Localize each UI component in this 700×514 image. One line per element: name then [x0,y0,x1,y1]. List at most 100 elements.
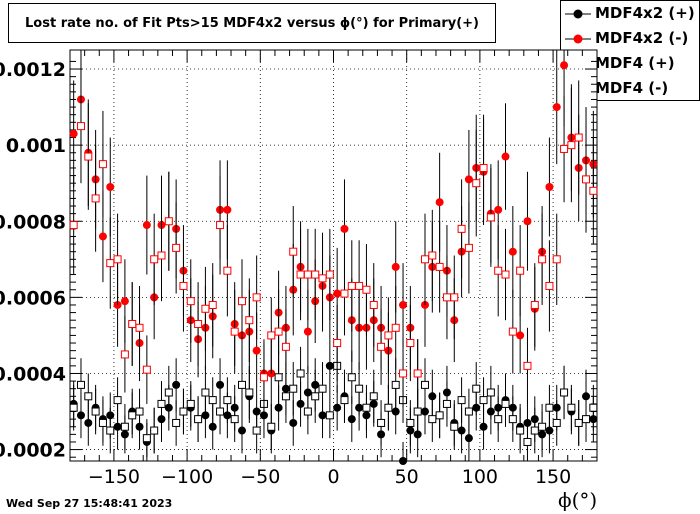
data-point-mdf4x2 [274,403,283,412]
data-point-mdf4 [194,415,203,424]
data-point-mdf4 [464,407,473,416]
data-point-mdf4 [486,388,495,397]
data-point-mdf4 [238,380,247,389]
data-point-mdf4 [479,163,488,172]
data-point-mdf4x2 [464,175,473,184]
data-point-mdf4x2 [120,297,129,306]
data-point-mdf4 [318,274,327,283]
data-point-mdf4x2 [399,300,408,309]
data-point-mdf4 [589,186,598,195]
data-point-mdf4 [369,300,378,309]
plot-frame [69,49,598,462]
data-point-mdf4 [472,384,481,393]
x-tick-label: −50 [240,466,280,488]
data-point-mdf4 [135,407,144,416]
data-point-mdf4 [128,320,137,328]
data-point-mdf4 [538,255,547,264]
timestamp: Wed Sep 27 15:48:41 2023 [6,497,173,510]
legend-marker-black-filled-circle [565,9,591,19]
data-point-mdf4 [442,399,451,408]
y-tick-label: 0.0002 [0,440,66,462]
data-point-mdf4 [186,399,195,408]
data-point-mdf4 [120,422,129,431]
data-point-mdf4 [472,179,481,188]
data-point-mdf4 [530,300,539,309]
data-point-mdf4 [574,418,583,427]
data-point-mdf4 [186,297,195,306]
data-point-mdf4x2 [508,247,517,256]
data-point-mdf4 [508,327,517,336]
data-point-mdf4 [552,255,561,264]
data-point-mdf4 [172,243,181,252]
data-point-mdf4 [245,316,254,325]
data-point-mdf4x2 [106,183,115,191]
data-point-mdf4x2 [238,426,247,435]
data-point-mdf4x2 [172,380,181,389]
legend-label: MDF4x2 (-) [595,29,689,47]
data-point-mdf4 [406,339,415,348]
data-point-mdf4 [303,270,312,279]
data-point-mdf4 [545,403,554,412]
legend-label: MDF4 (-) [595,79,669,97]
data-point-mdf4 [369,392,378,401]
data-point-mdf4 [355,281,364,290]
data-point-mdf4 [76,380,85,389]
data-point-mdf4 [347,373,356,382]
data-point-mdf4 [274,327,283,336]
data-point-mdf4x2 [76,411,85,420]
data-point-mdf4 [560,144,569,153]
data-point-mdf4 [479,396,488,405]
data-point-mdf4 [179,281,188,290]
x-tick-label: −100 [161,466,213,488]
data-point-mdf4 [84,152,93,161]
data-point-mdf4x2 [113,422,122,431]
legend: MDF4x2 (+) MDF4x2 (-) MDF4 (+) MDF4 (-) [560,0,700,101]
data-point-mdf4 [494,415,503,424]
data-point-mdf4 [296,270,305,279]
data-point-mdf4x2 [494,205,503,214]
data-point-mdf4 [355,384,364,393]
data-point-mdf4 [362,403,371,412]
data-point-mdf4x2 [560,61,569,70]
data-point-mdf4 [164,217,173,226]
data-point-mdf4 [413,369,422,378]
x-tick-label: −150 [88,466,140,488]
data-point-mdf4 [216,407,225,416]
y-tick-label: 0.0008 [0,211,66,233]
data-point-mdf4 [216,221,225,230]
data-point-mdf4 [303,407,312,416]
data-point-mdf4 [391,323,400,332]
data-point-mdf4 [574,133,583,142]
data-point-mdf4x2 [303,327,312,336]
data-point-mdf4 [223,266,232,275]
data-point-mdf4 [428,415,437,424]
data-point-mdf4 [69,221,78,230]
data-point-mdf4x2 [142,221,151,230]
data-point-mdf4 [501,270,510,279]
data-point-mdf4 [311,270,320,279]
data-point-mdf4 [464,243,473,252]
data-point-mdf4 [508,415,517,424]
data-point-mdf4 [494,266,503,275]
y-tick-label: 0.0006 [0,287,66,309]
data-point-mdf4 [208,396,217,405]
data-point-mdf4 [552,418,561,427]
data-point-mdf4x2 [347,415,356,424]
data-point-mdf4x2 [479,422,488,431]
data-point-mdf4x2 [208,422,217,431]
data-point-mdf4 [76,122,85,131]
data-point-mdf4x2 [435,198,444,207]
data-point-mdf4 [523,437,532,446]
data-point-mdf4 [362,285,371,294]
data-point-mdf4 [413,407,422,416]
data-point-mdf4 [84,392,93,401]
data-point-mdf4 [318,384,327,393]
data-point-mdf4 [252,426,261,435]
x-tick-label: 100 [462,466,498,488]
data-point-mdf4 [157,251,166,260]
data-point-mdf4 [450,293,459,302]
x-axis-label: ϕ(°) [558,488,598,512]
data-point-mdf4 [340,396,349,405]
data-point-mdf4x2 [552,103,561,112]
